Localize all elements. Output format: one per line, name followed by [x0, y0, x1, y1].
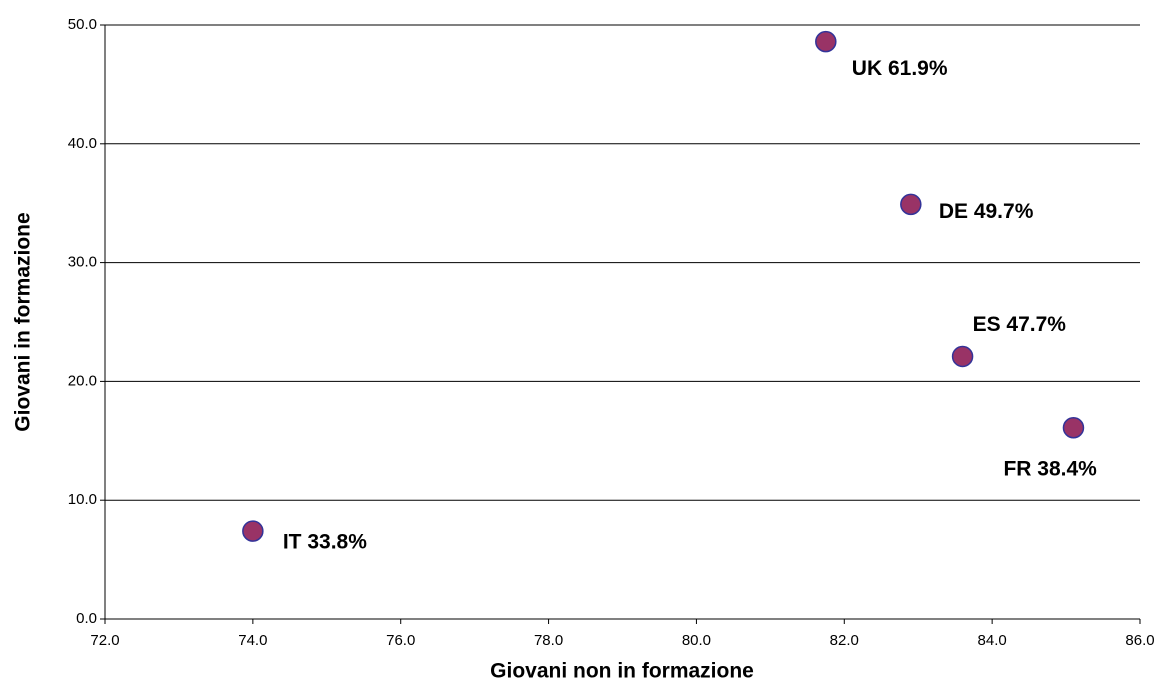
- y-tick-label: 40.0: [68, 135, 97, 152]
- y-tick-label: 10.0: [68, 491, 97, 508]
- point-label: ES 47.7%: [973, 313, 1067, 336]
- point: [1062, 416, 1085, 439]
- point-label: IT 33.8%: [283, 531, 367, 554]
- x-tick-label: 72.0: [90, 632, 119, 649]
- y-tick-label: 20.0: [68, 372, 97, 389]
- point-label: DE 49.7%: [939, 200, 1034, 223]
- x-tick-label: 82.0: [830, 632, 859, 649]
- y-tick-label: 0.0: [76, 610, 97, 627]
- point-label: UK 61.9%: [852, 57, 948, 80]
- x-tick-label: 86.0: [1125, 632, 1154, 649]
- x-tick-label: 74.0: [238, 632, 267, 649]
- x-axis-title: Giovani non in formazione: [490, 660, 754, 683]
- x-tick-label: 78.0: [534, 632, 563, 649]
- y-tick-label: 50.0: [68, 16, 97, 33]
- y-tick-label: 30.0: [68, 254, 97, 271]
- y-axis-title: Giovani in formazione: [12, 212, 35, 431]
- x-tick-label: 76.0: [386, 632, 415, 649]
- point: [242, 520, 264, 542]
- x-tick-label: 84.0: [978, 632, 1007, 649]
- point-label: FR 38.4%: [1003, 457, 1097, 480]
- point: [900, 193, 922, 216]
- x-tick-label: 80.0: [682, 632, 711, 649]
- point: [951, 345, 974, 368]
- point: [815, 30, 837, 53]
